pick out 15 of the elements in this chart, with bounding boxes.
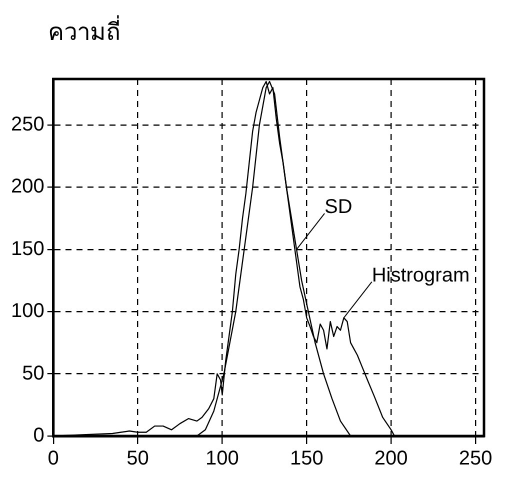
x-tick-label: 0 bbox=[48, 448, 59, 470]
y-tick-label: 50 bbox=[22, 362, 44, 384]
y-tick-label: 200 bbox=[10, 176, 44, 198]
x-tick-label: 250 bbox=[458, 448, 492, 470]
y-tick-label: 150 bbox=[10, 238, 44, 260]
y-tick-label: 100 bbox=[10, 300, 44, 322]
x-tick-label: 50 bbox=[126, 448, 149, 470]
annotation: SD bbox=[324, 196, 352, 218]
y-tick-label: 250 bbox=[10, 114, 44, 136]
x-tick-label: 100 bbox=[206, 448, 239, 470]
y-tick-label: 0 bbox=[33, 424, 44, 447]
y-axis-title: ความถี่ bbox=[47, 14, 122, 48]
annotation: Histrogram bbox=[372, 264, 470, 286]
x-tick-label: 150 bbox=[290, 448, 324, 470]
x-tick-label: 200 bbox=[374, 448, 408, 470]
